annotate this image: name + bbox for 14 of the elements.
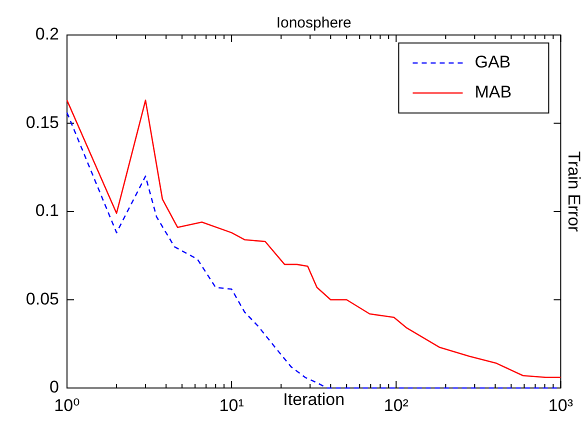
x-tick-label: 10³ <box>548 396 574 415</box>
chart-title: Ionosphere <box>276 14 352 32</box>
x-tick-label: 10² <box>384 396 409 415</box>
legend-label: MAB <box>474 82 512 102</box>
x-tick-label: 10¹ <box>219 396 244 415</box>
x-tick-label: 10⁰ <box>54 396 80 415</box>
y-tick-label: 0.1 <box>35 201 59 220</box>
x-axis-title: Iteration <box>283 390 345 410</box>
legend-label: GAB <box>474 52 511 72</box>
y-tick-label: 0.05 <box>26 289 59 308</box>
y2-axis-title: Train Error <box>564 151 581 232</box>
y-tick-label: 0.15 <box>26 112 59 132</box>
y-tick-label: 0 <box>50 378 59 397</box>
y-tick-label: 0.2 <box>35 24 59 44</box>
